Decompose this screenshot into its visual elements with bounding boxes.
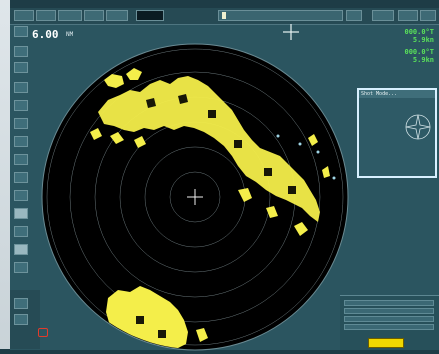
sidebar-button-2[interactable] <box>14 46 28 57</box>
readout-line-1: 000.0°T <box>404 28 434 36</box>
control-row-3[interactable] <box>344 316 434 322</box>
crosshair-cursor-icon <box>283 24 299 40</box>
echo-fragment <box>134 136 146 148</box>
toolbar-button-1[interactable] <box>14 10 34 21</box>
toolbar-button-8[interactable] <box>372 10 394 21</box>
echo-fragment <box>110 132 124 144</box>
echo-fragment <box>104 74 124 88</box>
target-marker <box>316 150 320 154</box>
info-panel-header: Shot Mode... <box>359 90 435 98</box>
compass-rose-icon <box>405 114 431 140</box>
readout-line-3: 000.0°T <box>404 48 434 56</box>
sidebar-button-12[interactable] <box>14 226 28 237</box>
control-row-1[interactable] <box>344 300 434 306</box>
sidebar-button-5[interactable] <box>14 100 28 111</box>
own-ship-marker-icon <box>187 189 203 205</box>
echo-fragment <box>90 128 102 140</box>
range-readout: 6.00 <box>32 28 59 41</box>
sidebar-button-4[interactable] <box>14 82 28 93</box>
sidebar-button-6[interactable] <box>14 118 28 129</box>
target-info-panel[interactable]: Shot Mode... <box>357 88 437 178</box>
toolbar-button-2[interactable] <box>36 10 56 21</box>
echo-fragment <box>322 166 330 178</box>
sidebar-button-1[interactable] <box>14 26 28 37</box>
target-marker <box>298 142 302 146</box>
range-ring <box>69 71 321 323</box>
left-window-edge <box>0 0 10 349</box>
echo-gaps <box>136 94 296 338</box>
echo-fragment <box>196 328 208 342</box>
sidebar-button-10[interactable] <box>14 190 28 201</box>
echo-land-north <box>98 76 320 222</box>
target-marker <box>332 176 336 180</box>
sidebar-button-7[interactable] <box>14 136 28 147</box>
range-rings <box>46 48 344 346</box>
target-markers <box>276 134 336 180</box>
toolbar-button-4[interactable] <box>84 10 104 21</box>
status-highlight <box>222 12 226 19</box>
alarm-icon[interactable] <box>38 328 48 337</box>
echo-fragment <box>126 68 142 80</box>
sidebar-button-8[interactable] <box>14 154 28 165</box>
status-strip <box>218 10 343 21</box>
range-ring <box>169 171 221 223</box>
echo-fragment <box>238 188 252 202</box>
sidebar-button-14[interactable] <box>14 262 28 273</box>
control-row-4[interactable] <box>344 324 434 330</box>
toolbar-button-6[interactable] <box>136 10 164 21</box>
toolbar-button-10[interactable] <box>420 10 436 21</box>
target-marker <box>276 134 280 138</box>
toolbar-button-7[interactable] <box>346 10 362 21</box>
sidebar-button-3[interactable] <box>14 62 28 73</box>
sidebar-button-9[interactable] <box>14 172 28 183</box>
echo-fragment <box>266 206 278 218</box>
toolbar-button-3[interactable] <box>58 10 82 21</box>
sidebar-button-11[interactable] <box>14 208 28 219</box>
toolbar-button-9[interactable] <box>398 10 418 21</box>
sidebar-button-15[interactable] <box>14 298 28 309</box>
sidebar-button-13[interactable] <box>14 244 28 255</box>
sidebar-button-16[interactable] <box>14 314 28 325</box>
range-ring <box>46 48 344 346</box>
radar-ppi-display[interactable] <box>38 40 352 354</box>
echo-fragment <box>294 222 308 236</box>
yellow-action-button[interactable] <box>368 338 404 348</box>
range-unit: NM <box>66 31 74 38</box>
toolbar-button-5[interactable] <box>106 10 128 21</box>
echo-fragment <box>308 134 318 146</box>
readout-line-2: 5.9kn <box>412 36 434 44</box>
control-row-2[interactable] <box>344 308 434 314</box>
readout-line-4: 5.9kn <box>412 56 434 64</box>
